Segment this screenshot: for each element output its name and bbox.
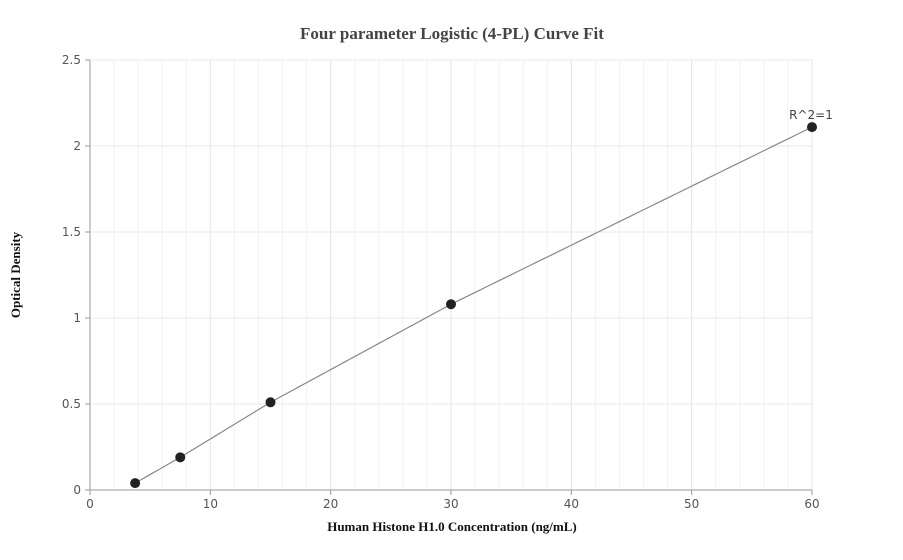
- x-tick-label: 30: [443, 497, 458, 511]
- data-point: [130, 478, 141, 489]
- x-tick-label: 40: [564, 497, 579, 511]
- fit-curve-layer: [134, 126, 813, 484]
- r-squared-annotation: R^2=1: [789, 108, 833, 122]
- x-tick-label: 20: [323, 497, 338, 511]
- y-tick-label: 2: [73, 139, 81, 153]
- x-tick-label: 50: [684, 497, 699, 511]
- fit-curve-line: [134, 126, 813, 484]
- y-tick-label: 2.5: [62, 53, 81, 67]
- chart-title: Four parameter Logistic (4-PL) Curve Fit: [300, 24, 604, 43]
- y-tick-label: 0.5: [62, 397, 81, 411]
- data-point: [175, 452, 186, 463]
- y-tick-label: 0: [73, 483, 81, 497]
- y-tick-label: 1: [73, 311, 81, 325]
- data-points: [130, 122, 817, 489]
- data-point: [807, 122, 817, 133]
- y-tick-label: 1.5: [62, 225, 81, 239]
- x-axis-title: Human Histone H1.0 Concentration (ng/mL): [327, 519, 577, 534]
- axes: 0 10 20 30 40 50 60 0 0.5 1 1.5 2 2.5: [62, 53, 820, 511]
- y-axis-title: Optical Density: [8, 231, 23, 318]
- data-point: [265, 397, 276, 408]
- grid: [89, 59, 813, 491]
- x-tick-label: 10: [203, 497, 218, 511]
- x-tick-label: 60: [804, 497, 819, 511]
- x-tick-label: 0: [86, 497, 94, 511]
- data-point: [446, 299, 456, 310]
